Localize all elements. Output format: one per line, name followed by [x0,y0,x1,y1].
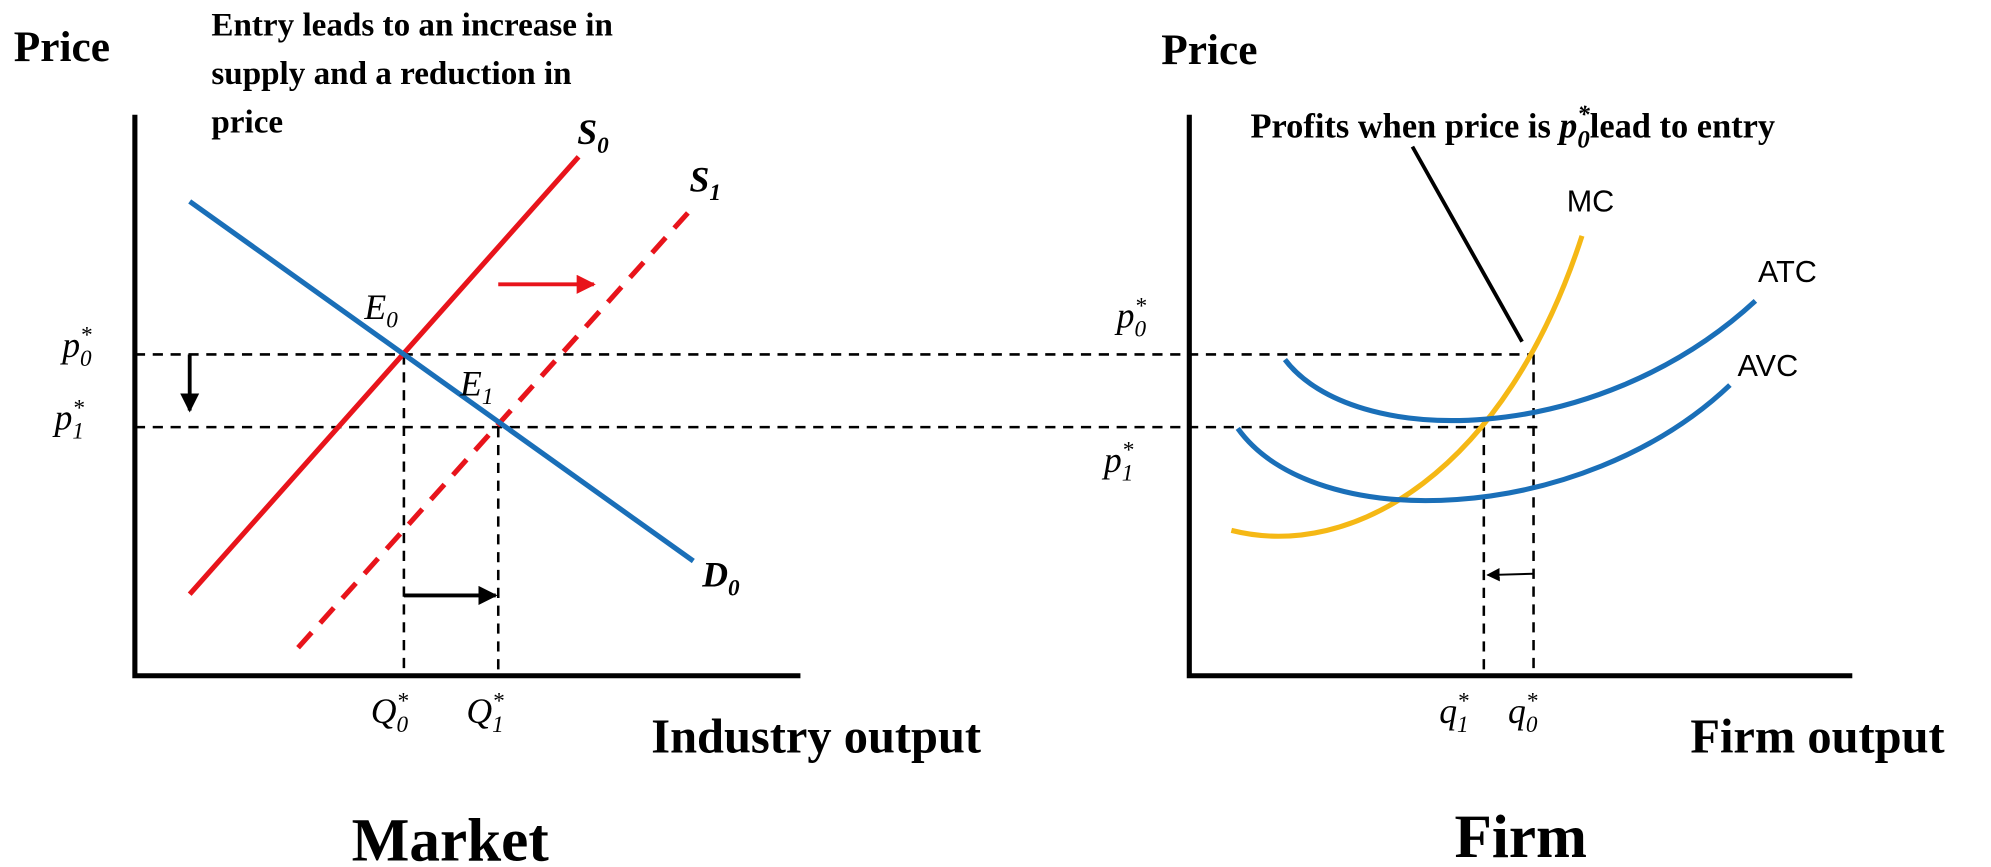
axes [1186,114,1853,679]
symbol-sub: 1 [1122,461,1134,487]
symbol-sub: 1 [482,384,494,410]
symbol-base: E [459,363,482,403]
symbol-base: S [690,159,710,199]
symbol-base: q [1439,691,1457,731]
equilibrium-label: E0 [363,287,398,334]
note-line: Entry leads to an increase in [211,7,613,44]
symbol-base: p [1114,296,1135,336]
symbol-sup: * [492,689,504,715]
price-label: p* 1 [1101,437,1134,486]
symbol-base: p [59,325,80,365]
symbol-sub: 1 [1457,712,1469,738]
quantity-label: Q* 0 [371,689,409,738]
curve-label: MC [1567,185,1615,219]
curve-label: ATC [1758,255,1817,289]
symbol-base: S [577,112,597,152]
symbol-sub: 0 [397,712,409,738]
quantity-label: q* 1 [1439,689,1469,738]
symbol-sub: 1 [492,712,504,738]
symbol-base: D [701,555,728,595]
symbol-sup: * [72,395,84,421]
symbol-sub: 0 [386,308,398,334]
note-text: lead to entry [1590,108,1775,146]
symbol-sup: * [1526,689,1538,715]
price-label: p* 1 [52,395,85,444]
price-label: p* 0 [1114,293,1147,342]
curve-label: S0 [577,112,609,159]
quantity-label: Q* 1 [466,689,504,738]
y-axis-label: Price [14,23,110,71]
y-axis-label: Price [1161,26,1257,74]
note-text: Profits when price is [1251,108,1560,146]
symbol-sup: * [80,323,92,349]
symbol-sub: 0 [597,133,609,159]
symbol-base: p [1101,440,1122,480]
price-label: p* 0 [59,323,92,372]
x-axis-label: Firm output [1690,710,1944,763]
curve-label: D0 [701,555,740,602]
symbol-base: E [363,287,386,327]
symbol-sub: 1 [709,180,721,206]
panel-title: Firm [1455,803,1588,867]
atc-curve [1282,299,1758,423]
symbol-sup: * [1577,101,1590,128]
symbol-sub: 0 [1134,317,1146,343]
symbol-sub: 0 [1526,712,1538,738]
symbol-sup: * [397,689,409,715]
firm-note: Profits when price is p* 0lead to entry [1251,101,1776,153]
symbol-sup: * [1134,293,1146,319]
equilibrium-label: E1 [459,363,493,410]
symbol-base: q [1508,691,1526,731]
symbol-base: p [52,398,73,438]
curve-label: S1 [690,159,721,206]
symbol-sup: * [1122,437,1134,463]
note-line: price [211,104,283,141]
note-line: supply and a reduction in [211,55,571,92]
symbol-base: Q [466,691,492,731]
symbol-base: p [1556,106,1577,146]
quantity-label: q* 0 [1508,689,1538,738]
symbol-base: Q [371,691,397,731]
note-symbol: p* 0 [1556,101,1590,153]
supply-curve [187,155,581,596]
x-axis-label: Industry output [651,710,981,763]
symbol-sub: 1 [72,419,84,445]
panel-title: Market [352,807,550,867]
symbol-sup: * [1457,689,1469,715]
demand-curve [188,199,695,564]
axes [132,114,801,679]
avc-curve [1235,383,1732,504]
pointer-line [1410,145,1524,343]
curve-label: AVC [1738,349,1799,383]
symbol-sub: 0 [80,346,92,372]
mc-curve [1230,235,1585,539]
symbol-sub: 0 [1577,126,1589,153]
quantity-arrow [1486,567,1534,582]
symbol-sub: 0 [728,575,740,601]
